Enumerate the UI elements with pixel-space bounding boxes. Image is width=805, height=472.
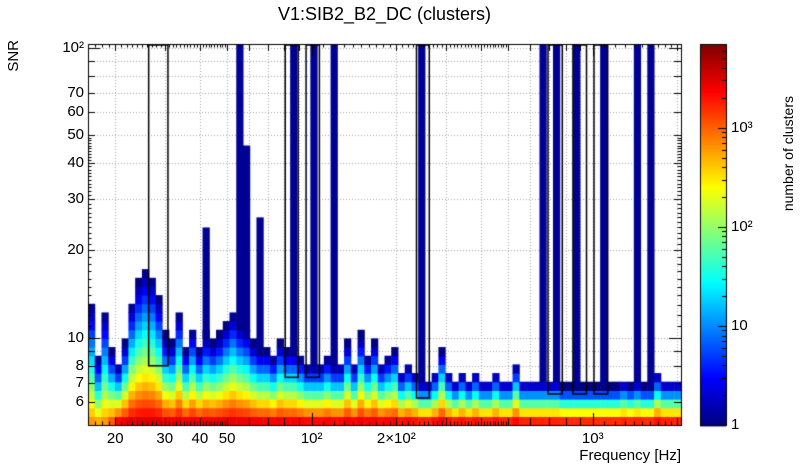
x-tick-label: 30: [156, 430, 174, 447]
y-tick-label: 7: [75, 373, 84, 391]
y-tick-label: 20: [67, 241, 84, 259]
y-tick-label: 30: [67, 190, 84, 208]
x-tick-label: 2×10²: [376, 430, 416, 447]
y-tick-label: 50: [67, 126, 84, 144]
y-tick-label: 6: [75, 393, 84, 411]
x-tick-label: 40: [191, 430, 209, 447]
y-tick-label: 60: [67, 103, 84, 121]
y-tick-label: 10²: [62, 38, 84, 56]
colorbar-tick-label: 1: [731, 416, 740, 433]
x-tick-label: 20: [106, 430, 124, 447]
colorbar-tick-label: 10³: [731, 118, 753, 136]
plot-title: V1:SIB2_B2_DC (clusters): [277, 4, 492, 24]
y-tick-label: 8: [75, 356, 84, 374]
x-axis-title: Frequency [Hz]: [579, 447, 681, 464]
y-tick-label: 40: [67, 154, 84, 172]
y-tick-label: 70: [67, 83, 84, 101]
x-tick-label: 10²: [300, 430, 323, 447]
y-tick-label: 10: [67, 328, 84, 346]
colorbar-tick-label: 10: [731, 316, 748, 334]
colorbar-tick-label: 10²: [731, 217, 753, 235]
x-tick-label: 50: [218, 430, 236, 447]
y-axis-title: SNR: [5, 40, 22, 72]
x-tick-label: 10³: [581, 430, 604, 447]
colorbar-title: number of clusters: [780, 96, 796, 212]
